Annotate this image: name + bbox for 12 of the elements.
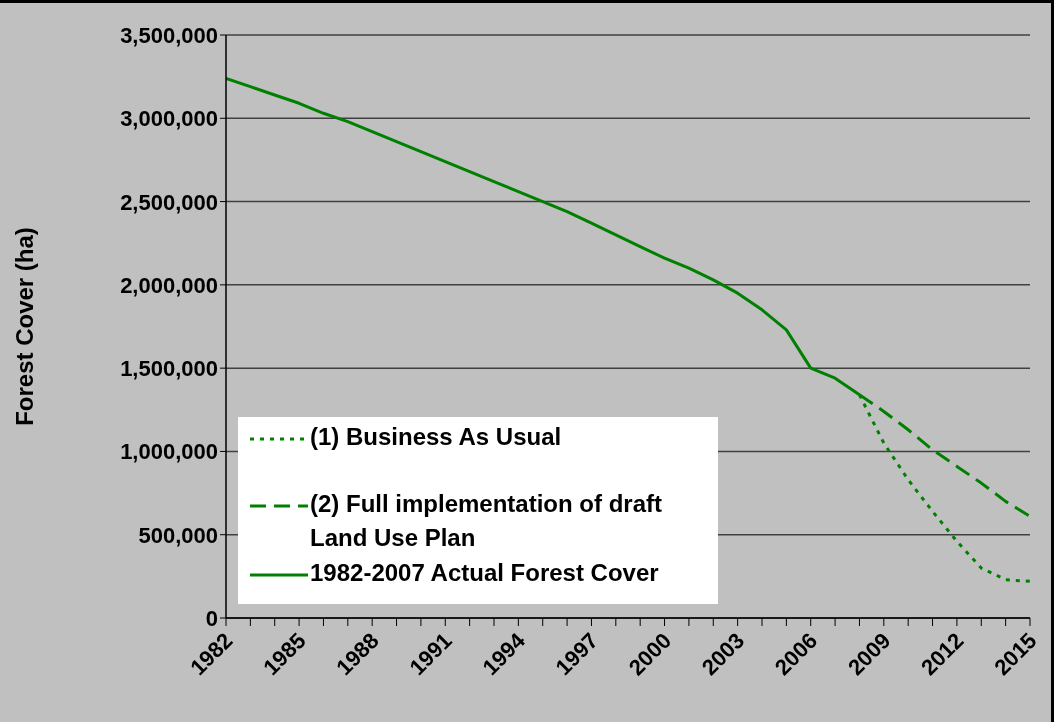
- y-tick-label: 1,000,000: [120, 439, 218, 465]
- legend-label: (1) Business As Usual: [310, 422, 563, 452]
- y-tick-label: 3,500,000: [120, 23, 218, 48]
- y-tick-label: 2,000,000: [120, 272, 218, 298]
- legend-label: 1982-2007 Actual Forest Cover: [310, 558, 660, 588]
- y-tick-label: 500,000: [138, 522, 218, 548]
- y-tick-label: 0: [205, 606, 218, 631]
- y-axis-title: Forest Cover (ha): [10, 227, 38, 426]
- y-tick-label: 1,500,000: [120, 356, 218, 382]
- y-tick-label: 2,500,000: [120, 189, 218, 215]
- legend-label: (2) Full implementation of draft Land Use Plan: [310, 489, 663, 553]
- y-tick-label: 3,000,000: [120, 106, 218, 132]
